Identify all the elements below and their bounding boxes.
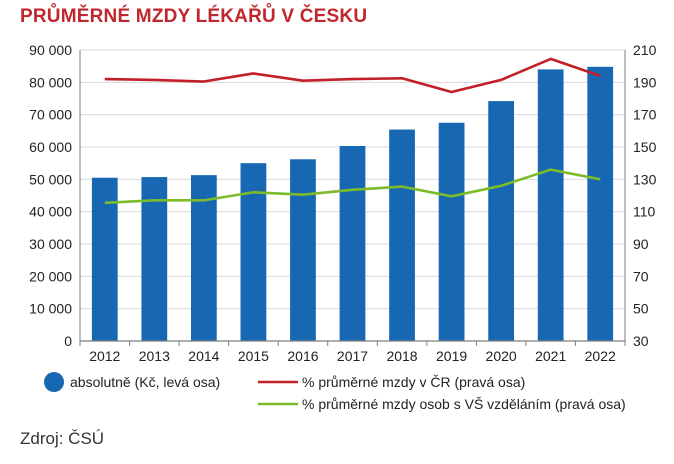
x-tick-label: 2020 — [486, 348, 517, 364]
bar-2017 — [339, 146, 366, 341]
y-right-tick-label: 150 — [633, 139, 657, 155]
x-tick-label: 2014 — [188, 348, 219, 364]
bar-2013 — [141, 177, 168, 341]
legend-bar-marker — [44, 372, 64, 392]
source-note: Zdroj: ČSÚ — [20, 429, 105, 448]
y-left-tick-label: 50 000 — [29, 171, 72, 187]
chart-area: 0 10 000 20 000 30 000 40 000 50 000 60 000 70 … — [29, 42, 656, 412]
bar-2015 — [240, 163, 267, 341]
x-tick-label: 2018 — [386, 348, 417, 364]
y-left-tick-label: 10 000 — [29, 301, 72, 317]
x-tick-label: 2017 — [337, 348, 368, 364]
x-tick-label: 2012 — [89, 348, 120, 364]
legend: absolutně (Kč, levá osa) % průměrné mzdy … — [44, 372, 626, 412]
y-left-tick-label: 80 000 — [29, 74, 72, 90]
y-left-tick-label: 40 000 — [29, 204, 72, 220]
bar-2014 — [190, 175, 217, 341]
y-right-tick-label: 70 — [633, 268, 649, 284]
x-tick-label: 2016 — [287, 348, 318, 364]
axes: 0 10 000 20 000 30 000 40 000 50 000 60 000 70 … — [29, 42, 656, 364]
bar-series — [91, 66, 614, 342]
bar-2016 — [290, 159, 316, 341]
chart-title: PRŮMĚRNÉ MZDY LÉKAŘŮ V ČESKU — [20, 6, 368, 27]
bar-2018 — [389, 129, 415, 341]
line-series — [104, 57, 601, 205]
x-tick-label: 2021 — [535, 348, 566, 364]
y-right-tick-label: 170 — [633, 107, 657, 123]
y-left-tick-label: 20 000 — [29, 268, 72, 284]
y-right-tick-label: 130 — [633, 171, 657, 187]
bar-2019 — [438, 122, 465, 341]
y-right-tick-label: 50 — [633, 301, 649, 317]
y-right-tick-label: 210 — [633, 42, 657, 58]
x-tick-label: 2015 — [238, 348, 269, 364]
y-right-tick-label: 190 — [633, 74, 657, 90]
legend-vs-label: % průměrné mzdy osob s VŠ vzděláním (pra… — [302, 396, 626, 412]
y-left-tick-label: 70 000 — [29, 107, 72, 123]
y-left-tick-label: 90 000 — [29, 42, 72, 58]
y-left-tick-label: 60 000 — [29, 139, 72, 155]
legend-bar-label: absolutně (Kč, levá osa) — [70, 374, 220, 390]
bar-2012 — [91, 177, 118, 341]
legend-cr-label: % průměrné mzdy v ČR (pravá osa) — [302, 374, 525, 390]
y-right-tick-label: 110 — [633, 204, 656, 220]
y-left-tick-label: 0 — [64, 333, 72, 349]
x-tick-label: 2019 — [436, 348, 467, 364]
bar-2020 — [488, 101, 515, 341]
y-right-tick-label: 90 — [633, 236, 649, 252]
x-tick-label: 2022 — [585, 348, 616, 364]
y-right-tick-label: 30 — [633, 333, 649, 349]
line-cr — [104, 57, 601, 94]
bar-2022 — [587, 66, 614, 342]
x-tick-label: 2013 — [139, 348, 170, 364]
y-left-tick-label: 30 000 — [29, 236, 72, 252]
bar-2021 — [537, 69, 564, 342]
